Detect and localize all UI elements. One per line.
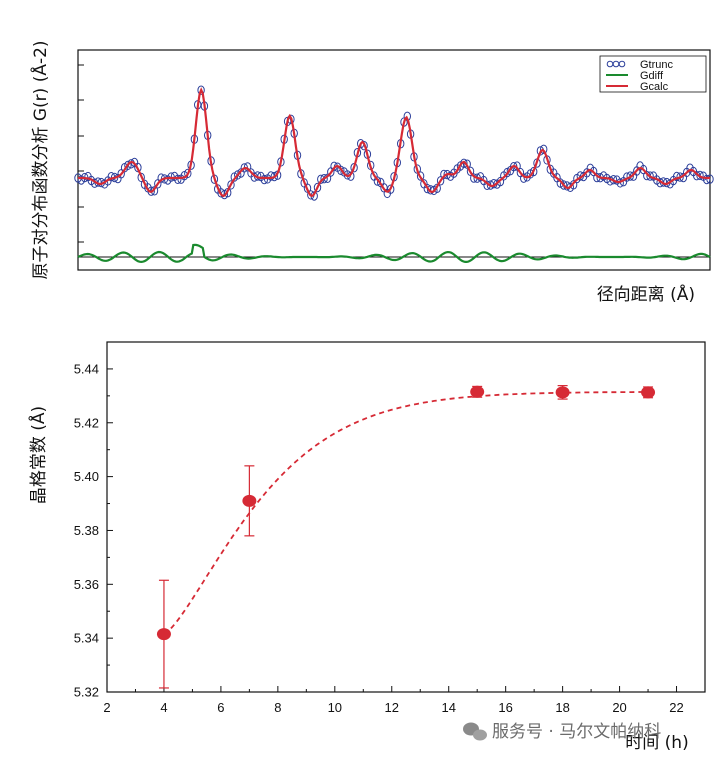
gtrunc-series [74, 85, 714, 201]
lattice-x-ticks: 2 4 6 8 10 12 14 16 18 20 22 [103, 686, 684, 715]
gtrunc-point [503, 167, 511, 178]
y-tick-label: 5.34 [74, 631, 99, 646]
lattice-plot-frame [106, 341, 706, 693]
gtrunc-point [466, 166, 475, 177]
x-tick-label: 14 [441, 700, 455, 715]
data-point [555, 386, 570, 399]
data-point [470, 385, 485, 398]
gtrunc-point [540, 144, 548, 155]
gtrunc-point [337, 165, 345, 176]
gtrunc-point [373, 176, 382, 186]
gtrunc-point [124, 160, 132, 171]
gdiff-series [77, 243, 711, 264]
gtrunc-point [626, 171, 634, 181]
gtrunc-point [436, 176, 445, 186]
x-tick-label: 6 [217, 700, 224, 715]
x-tick-label: 16 [498, 700, 512, 715]
gtrunc-point [416, 171, 425, 181]
x-tick-label: 20 [612, 700, 626, 715]
y-tick-label: 5.32 [74, 685, 99, 700]
gtrunc-point [117, 169, 125, 179]
wechat-icon [463, 722, 487, 741]
y-tick-label: 5.38 [74, 523, 99, 538]
data-point [242, 494, 257, 507]
pdf-plot-frame [77, 49, 711, 271]
lattice-fit-line [163, 391, 648, 635]
pdf-x-axis-label: 径向距离 (Å) [597, 283, 695, 305]
x-tick-label: 18 [555, 700, 569, 715]
lattice-x-axis-label: 时间 (h) [625, 733, 688, 753]
legend-gtrunc-label: Gtrunc [640, 59, 674, 71]
gtrunc-point [433, 183, 441, 194]
gtrunc-point [313, 182, 322, 193]
y-tick-label: 5.44 [74, 361, 99, 376]
legend-gdiff-label: Gdiff [640, 70, 664, 82]
gtrunc-point [184, 168, 192, 179]
data-point [641, 386, 656, 399]
gtrunc-point [530, 166, 538, 177]
gtrunc-point [174, 174, 182, 185]
gtrunc-point [646, 171, 654, 181]
data-point [156, 628, 171, 641]
gtrunc-point [234, 170, 242, 180]
gtrunc-point [556, 178, 564, 188]
x-tick-label: 22 [669, 700, 683, 715]
y-tick-label: 5.42 [74, 415, 99, 430]
pdf-legend: Gtrunc Gdiff Gcalc [599, 55, 707, 93]
lattice-chart: 2 4 6 8 10 12 14 16 18 20 22 5.325.345.365.385.405… [27, 341, 706, 753]
x-tick-label: 4 [160, 700, 167, 715]
x-tick-label: 2 [103, 700, 110, 715]
gtrunc-point [260, 174, 268, 185]
pdf-chart: Gtrunc Gdiff Gcalc 径向距离 (Å) 原子对分布函数分析 G(… [29, 40, 714, 305]
legend-gtrunc-marker [606, 60, 626, 68]
gtrunc-point [703, 174, 711, 185]
x-tick-label: 12 [385, 700, 399, 715]
gtrunc-point [134, 162, 142, 173]
gtrunc-point [197, 85, 205, 95]
gtrunc-point [676, 172, 684, 182]
gtrunc-point [227, 180, 235, 190]
gtrunc-point [270, 171, 278, 182]
gtrunc-point [559, 180, 568, 190]
lattice-y-ticks: 5.32 5.34 5.36 5.38 5.40 5.42 5.44 [74, 341, 113, 700]
watermark-text: 服务号 · 马尔文帕纳科 [492, 722, 661, 742]
lattice-y-axis-label: 晶格常数 (Å) [27, 406, 49, 504]
gtrunc-point [387, 184, 395, 194]
pdf-y-ticks [78, 64, 84, 243]
y-tick-label: 5.36 [74, 577, 99, 592]
gtrunc-point [230, 172, 239, 182]
lattice-points [156, 385, 656, 689]
pdf-y-axis-label: 原子对分布函数分析 G(r) (Å-2) [29, 40, 51, 279]
x-tick-label: 10 [328, 700, 342, 715]
gcalc-series [78, 87, 710, 198]
legend-gcalc-label: Gcalc [640, 81, 669, 93]
x-tick-label: 8 [274, 700, 281, 715]
watermark: 服务号 · 马尔文帕纳科 [463, 722, 661, 742]
y-tick-label: 5.40 [74, 469, 99, 484]
gtrunc-point [137, 172, 145, 183]
gtrunc-point [320, 174, 328, 184]
gtrunc-point [463, 159, 471, 169]
